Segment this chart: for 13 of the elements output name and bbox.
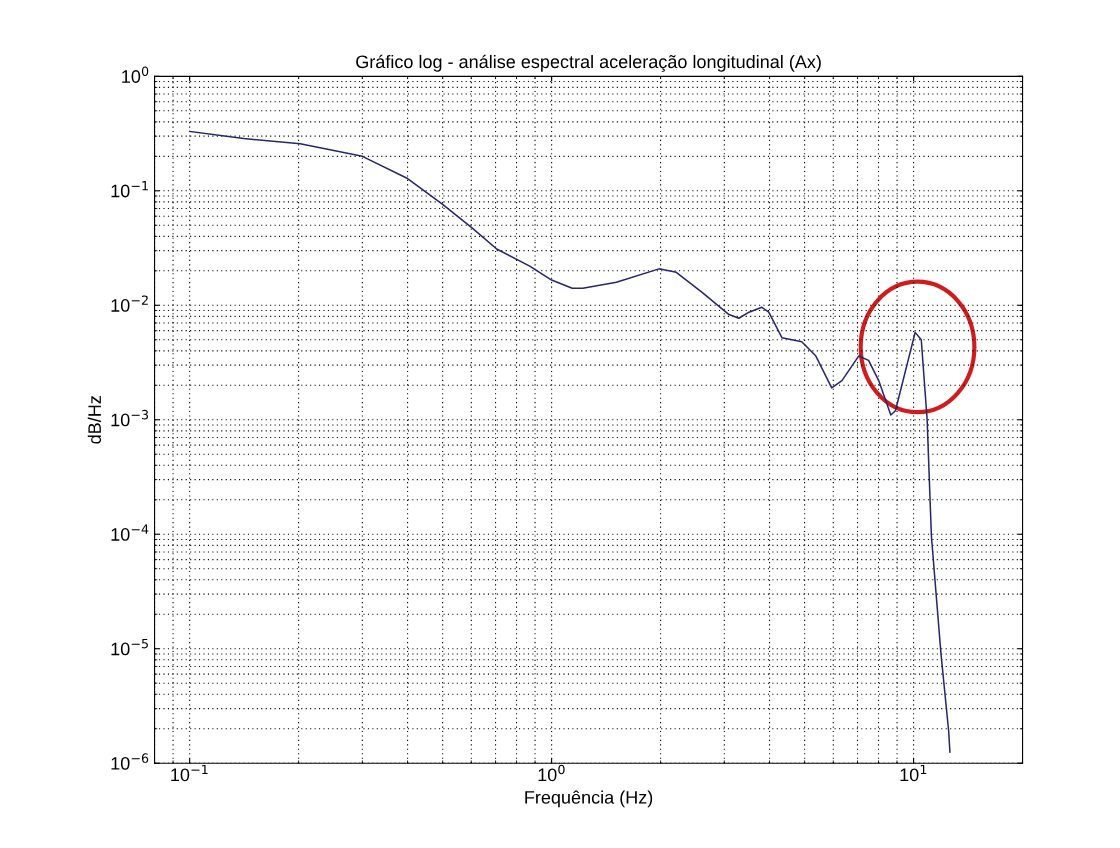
y-tick-label: 10$^{−4}$ — [111, 524, 149, 541]
y-tick-label: 10$^{−6}$ — [111, 753, 149, 770]
y-tick-label: 10$^{0}$ — [122, 66, 149, 83]
y-axis-title: dB/Hz — [87, 396, 102, 444]
x-tick-label: 10$^{1}$ — [900, 764, 927, 782]
x-axis-title: Frequência (Hz) — [525, 790, 653, 808]
chart-title: Gráfico log - análise espectral aceleração longitudinal (Ax) — [356, 54, 821, 72]
y-tick-label: 10$^{−3}$ — [111, 409, 149, 427]
x-tick-label: 10$^{−1}$ — [171, 764, 208, 782]
y-tick-label: 10$^{−5}$ — [111, 639, 148, 656]
y-tick-label: 10$^{−2}$ — [111, 295, 148, 312]
y-tick-label: 10$^{−1}$ — [111, 181, 148, 198]
x-tick-label: 10$^{0}$ — [538, 764, 565, 782]
